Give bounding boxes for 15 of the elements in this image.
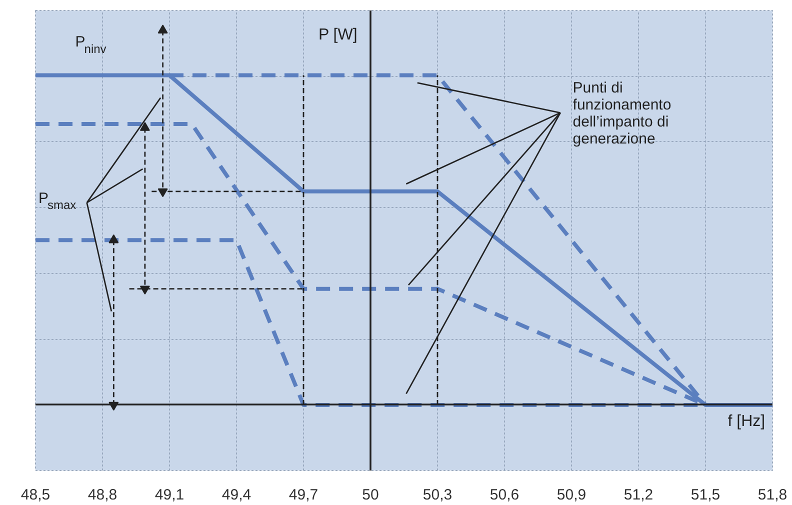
x-tick-label: 48,5 — [20, 486, 50, 504]
x-tick-label: 49,7 — [288, 486, 318, 504]
x-tick-label: 48,8 — [88, 486, 118, 504]
annotation: Punti di funzionamento dell’impanto di generazione — [572, 80, 672, 148]
x-tick-label: 51,2 — [624, 486, 654, 504]
x-tick-label: 49,4 — [222, 486, 252, 504]
x-tick-label: 51,5 — [690, 486, 720, 504]
x-tick-label: 50 — [362, 486, 379, 504]
x-tick-label: 49,1 — [154, 486, 184, 504]
x-axis-title: f [Hz] — [728, 413, 766, 430]
x-tick-label: 50,3 — [422, 486, 452, 504]
x-tick-label: 51,8 — [758, 486, 788, 504]
x-tick-label: 50,9 — [556, 486, 586, 504]
x-tick-label: 50,6 — [490, 486, 520, 504]
y-axis-title: P [W] — [318, 26, 358, 44]
